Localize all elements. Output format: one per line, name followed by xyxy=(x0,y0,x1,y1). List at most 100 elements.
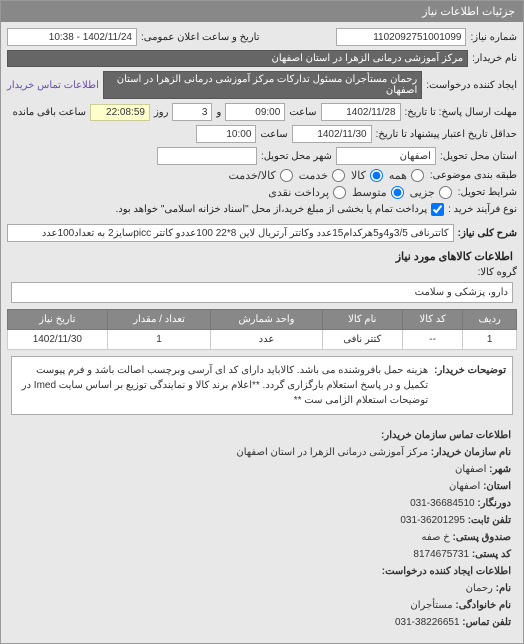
cat-all-group[interactable]: همه xyxy=(389,169,426,182)
cat-both-group[interactable]: کالا/خدمت xyxy=(229,169,295,182)
general-title-label: شرح کلی نیاز: xyxy=(458,228,517,239)
col-code: کد کالا xyxy=(402,310,462,330)
cond-partial-group[interactable]: جزیی xyxy=(410,186,454,199)
purchase-type-checkbox[interactable] xyxy=(431,203,444,216)
validity-date: 1402/11/30 xyxy=(292,125,372,143)
goods-section-title: اطلاعات کالاهای مورد نیاز xyxy=(11,250,513,263)
cond-full-group[interactable]: پرداخت نقدی xyxy=(268,186,348,199)
org-value: مرکز آموزشی درمانی الزهرا در استان اصفها… xyxy=(236,447,428,458)
row-validity: حداقل تاریخ اعتبار پیشنهاد تا تاریخ: 140… xyxy=(7,125,517,143)
state-label: استان: xyxy=(483,481,511,492)
buyer-field: مرکز آموزشی درمانی الزهرا در استان اصفها… xyxy=(7,50,468,67)
table-header-row: ردیف کد کالا نام کالا واحد شمارش تعداد /… xyxy=(8,310,517,330)
cond-avg-label: متوسط xyxy=(352,186,387,199)
postal-value: 8174675731 xyxy=(413,549,469,560)
cat-all-radio[interactable] xyxy=(411,169,424,182)
city-value: اصفهان xyxy=(455,464,486,475)
city-label: شهر: xyxy=(489,464,511,475)
name-label: نام: xyxy=(496,583,511,594)
cond-partial-radio[interactable] xyxy=(439,186,452,199)
buyer-note-box: توضیحات خریدار: هزینه حمل بافروشنده می ب… xyxy=(11,356,513,415)
goods-group-value: دارو، پزشکی و سلامت xyxy=(11,282,513,303)
datetime-label: تاریخ و ساعت اعلان عمومی: xyxy=(141,32,260,43)
deadline-time: 09:00 xyxy=(225,103,285,121)
cell-date: 1402/11/30 xyxy=(8,330,108,350)
col-unit: واحد شمارش xyxy=(211,310,322,330)
cell-name: کتتر نافی xyxy=(322,330,402,350)
cat-goods-label: کالا xyxy=(351,169,366,182)
cat-service-group[interactable]: خدمت xyxy=(299,169,347,182)
delivery-city-label: شهر محل تحویل: xyxy=(261,151,332,162)
purchase-type-label: نوع فرآیند خرید : xyxy=(448,204,517,215)
delivery-state: اصفهان xyxy=(336,147,436,165)
datetime-field: 1402/11/24 - 10:38 xyxy=(7,28,137,46)
name-value: رحمان xyxy=(466,583,493,594)
req-no-label: شماره نیاز: xyxy=(470,32,517,43)
time-label-1: ساعت xyxy=(289,107,316,118)
cat-both-radio[interactable] xyxy=(280,169,293,182)
delivery-cond-label: شرایط تحویل: xyxy=(458,187,517,198)
remaining-label: ساعت باقی مانده xyxy=(13,107,86,118)
and-label: و xyxy=(216,107,221,118)
note-text: هزینه حمل بافروشنده می باشد. کالاباید دا… xyxy=(18,363,428,408)
row-req-no: شماره نیاز: 1102092751001099 تاریخ و ساع… xyxy=(7,28,517,46)
cond-avg-radio[interactable] xyxy=(391,186,404,199)
row-general-title: شرح کلی نیاز: کاتترنافی 3/5و4و5هرکدام15ع… xyxy=(7,224,517,242)
validity-time: 10:00 xyxy=(196,125,256,143)
row-creator: ایجاد کننده درخواست: رحمان مستأجران مسئو… xyxy=(7,71,517,99)
col-name: نام کالا xyxy=(322,310,402,330)
delivery-state-label: استان محل تحویل: xyxy=(440,151,517,162)
buyer-label: نام خریدار: xyxy=(472,53,517,64)
pobox-label: صندوق پستی: xyxy=(452,532,511,543)
goods-table: ردیف کد کالا نام کالا واحد شمارش تعداد /… xyxy=(7,309,517,350)
postal-label: کد پستی: xyxy=(472,549,511,560)
cell-rownum: 1 xyxy=(463,330,517,350)
col-rownum: ردیف xyxy=(463,310,517,330)
phone-label: تلفن ثابت: xyxy=(468,515,511,526)
general-title-value: کاتترنافی 3/5و4و5هرکدام15عدد وکاتتر آرتر… xyxy=(7,224,454,242)
cond-full-radio[interactable] xyxy=(333,186,346,199)
contact-section: اطلاعات تماس سازمان خریدار: نام سازمان خ… xyxy=(7,421,517,637)
row-goods-group: گروه کالا: xyxy=(7,267,517,278)
contact-section-title: اطلاعات تماس سازمان خریدار: xyxy=(381,430,511,441)
cat-goods-radio[interactable] xyxy=(370,169,383,182)
row-deadline: مهلت ارسال پاسخ: تا تاریخ: 1402/11/28 سا… xyxy=(7,103,517,121)
cat-service-radio[interactable] xyxy=(332,169,345,182)
row-purchase-type: نوع فرآیند خرید : پرداخت تمام یا بخشی از… xyxy=(7,203,517,216)
table-row: 1 -- کتتر نافی عدد 1 1402/11/30 xyxy=(8,330,517,350)
deadline-date: 1402/11/28 xyxy=(321,103,401,121)
cat-service-label: خدمت xyxy=(299,169,328,182)
day-label: روز xyxy=(154,107,169,118)
family-value: مستأجران xyxy=(410,600,452,611)
cell-unit: عدد xyxy=(211,330,322,350)
cat-goods-group[interactable]: کالا xyxy=(351,169,385,182)
row-delivery-cond: شرایط تحویل: جزیی متوسط پرداخت نقدی xyxy=(7,186,517,199)
cell-code: -- xyxy=(402,330,462,350)
cond-partial-label: جزیی xyxy=(410,186,435,199)
remaining-time: 22:08:59 xyxy=(90,104,150,121)
creator-info-label: اطلاعات ایجاد کننده درخواست: xyxy=(382,566,511,577)
time-label-2: ساعت xyxy=(260,129,287,140)
category-label: طبقه بندی موضوعی: xyxy=(430,170,517,181)
note-label: توضیحات خریدار: xyxy=(434,363,506,408)
contact-phone-label: تلفن تماس: xyxy=(462,617,511,628)
fax-value: 36684510-031 xyxy=(410,498,475,509)
row-category: طبقه بندی موضوعی: همه کالا خدمت کالا/خدم… xyxy=(7,169,517,182)
fax-label: دورنگار: xyxy=(477,498,511,509)
family-label: نام خانوادگی: xyxy=(455,600,511,611)
org-label: نام سازمان خریدار: xyxy=(431,447,511,458)
cond-avg-group[interactable]: متوسط xyxy=(352,186,406,199)
deadline-label: مهلت ارسال پاسخ: تا تاریخ: xyxy=(405,107,517,118)
contact-link[interactable]: اطلاعات تماس خریدار xyxy=(7,80,99,91)
cell-qty: 1 xyxy=(107,330,211,350)
state-value: اصفهان xyxy=(449,481,480,492)
req-no-field: 1102092751001099 xyxy=(336,28,466,46)
row-delivery-location: استان محل تحویل: اصفهان شهر محل تحویل: xyxy=(7,147,517,165)
cond-full-label: پرداخت نقدی xyxy=(268,186,329,199)
contact-phone-value: 38226651-031 xyxy=(395,617,460,628)
delivery-city xyxy=(157,147,257,165)
row-buyer: نام خریدار: مرکز آموزشی درمانی الزهرا در… xyxy=(7,50,517,67)
validity-label: حداقل تاریخ اعتبار پیشنهاد تا تاریخ: xyxy=(376,129,517,140)
purchase-type-note: پرداخت تمام یا بخشی از مبلغ خرید،از محل … xyxy=(116,204,428,215)
panel-body: شماره نیاز: 1102092751001099 تاریخ و ساع… xyxy=(1,22,523,643)
